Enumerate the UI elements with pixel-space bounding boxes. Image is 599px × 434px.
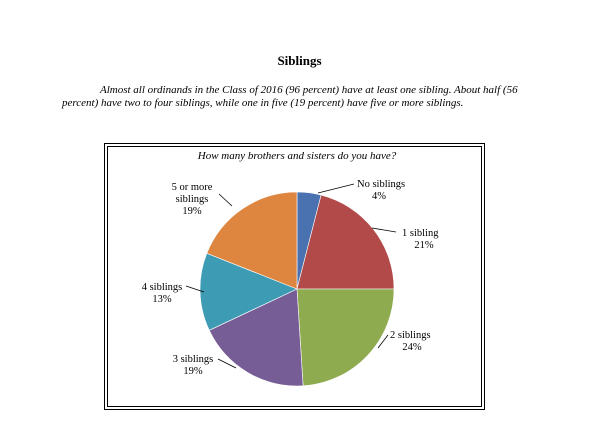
slice-name-label: 5 or more xyxy=(172,182,213,193)
slice-name-label: siblings xyxy=(176,194,209,205)
leader-line-2-siblings xyxy=(377,334,389,349)
slice-name-label: No siblings xyxy=(357,179,405,190)
slice-label-4-siblings: 4 siblings 13% xyxy=(142,282,183,305)
slice-label-5-or-more-siblings: 5 or more siblings 19% xyxy=(172,182,213,217)
slice-label-no-siblings: No siblings 4% xyxy=(357,179,405,202)
slice-value-label: 24% xyxy=(402,342,422,353)
chart-title: How many brothers and sisters do you hav… xyxy=(197,150,397,162)
leader-line-no-siblings xyxy=(317,183,355,194)
slice-name-label: 4 siblings xyxy=(142,282,183,293)
leader-lines xyxy=(185,183,397,369)
slice-name-label: 3 siblings xyxy=(173,354,214,365)
pie-slice-4-siblings xyxy=(199,252,298,331)
pie-slices xyxy=(199,191,395,387)
leader-line-5-or-more-siblings xyxy=(218,193,233,207)
slice-label-2-siblings: 2 siblings 24% xyxy=(390,330,431,353)
slice-value-label: 19% xyxy=(182,206,202,217)
chart-frame-inner-border xyxy=(107,146,482,407)
chart-frame xyxy=(104,143,485,410)
section-heading: Siblings xyxy=(277,53,322,68)
slice-label-3-siblings: 3 siblings 19% xyxy=(173,354,214,377)
slice-value-label: 13% xyxy=(152,294,172,305)
pie-slice-1-sibling xyxy=(296,194,395,290)
pie-slice-5-or-more-siblings xyxy=(206,191,298,290)
pie-slice-3-siblings xyxy=(208,288,304,387)
intro-paragraph: Almost all ordinands in the Class of 201… xyxy=(62,84,518,109)
leader-line-3-siblings xyxy=(217,358,237,369)
leader-line-4-siblings xyxy=(185,285,205,293)
slice-label-1-sibling: 1 sibling 21% xyxy=(402,228,439,251)
leader-line-1-sibling xyxy=(371,227,397,233)
slice-labels: No siblings 4% 1 sibling 21% 2 siblings 24% 3 … xyxy=(142,179,439,377)
slice-value-label: 4% xyxy=(372,191,386,202)
pie-slice-2-siblings xyxy=(296,288,395,387)
slice-name-label: 2 siblings xyxy=(390,330,431,341)
slice-name-label: 1 sibling xyxy=(402,228,439,239)
slice-value-label: 21% xyxy=(414,240,434,251)
slice-value-label: 19% xyxy=(183,366,203,377)
